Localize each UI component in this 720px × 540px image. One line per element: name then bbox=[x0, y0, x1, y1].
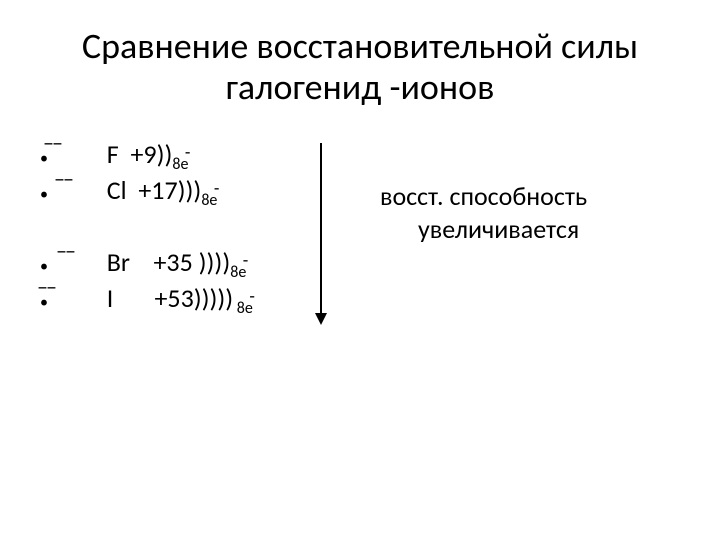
title-line-2: галогенид -ионов bbox=[226, 65, 495, 109]
subscript: 8е- bbox=[201, 190, 217, 212]
arrow-down-icon bbox=[320, 143, 322, 323]
bullet-list: • F–– +9))8е- • Cl–– +17)))8е- • Br–– +3… bbox=[40, 140, 253, 320]
minus-icon: - bbox=[214, 176, 220, 200]
note-line-1: восст. способность bbox=[380, 180, 587, 213]
list-item: • I–– +53))))) 8е- bbox=[40, 284, 253, 320]
note-line-2: увеличивается bbox=[380, 213, 587, 246]
list-item: • Cl–– +17)))8е- bbox=[40, 176, 253, 212]
minus-icon: - bbox=[249, 284, 255, 308]
slide: Сравнение восстановительной силы галоген… bbox=[0, 0, 720, 540]
electron-config: +53))))) bbox=[113, 282, 233, 314]
title-line-1: Сравнение восстановительной силы bbox=[82, 24, 638, 68]
bullet-text: I–– +53))))) 8е- bbox=[48, 246, 253, 351]
subscript: 8е- bbox=[233, 298, 253, 320]
minus-icon: –– bbox=[37, 272, 55, 302]
annotation: восст. способность увеличивается bbox=[380, 180, 587, 245]
element-symbol: Cl bbox=[107, 173, 127, 208]
slide-title: Сравнение восстановительной силы галоген… bbox=[0, 26, 720, 109]
minus-icon: –– bbox=[54, 164, 72, 194]
bullet-dot-icon: • bbox=[40, 185, 48, 204]
electron-config: +17))) bbox=[127, 174, 202, 206]
